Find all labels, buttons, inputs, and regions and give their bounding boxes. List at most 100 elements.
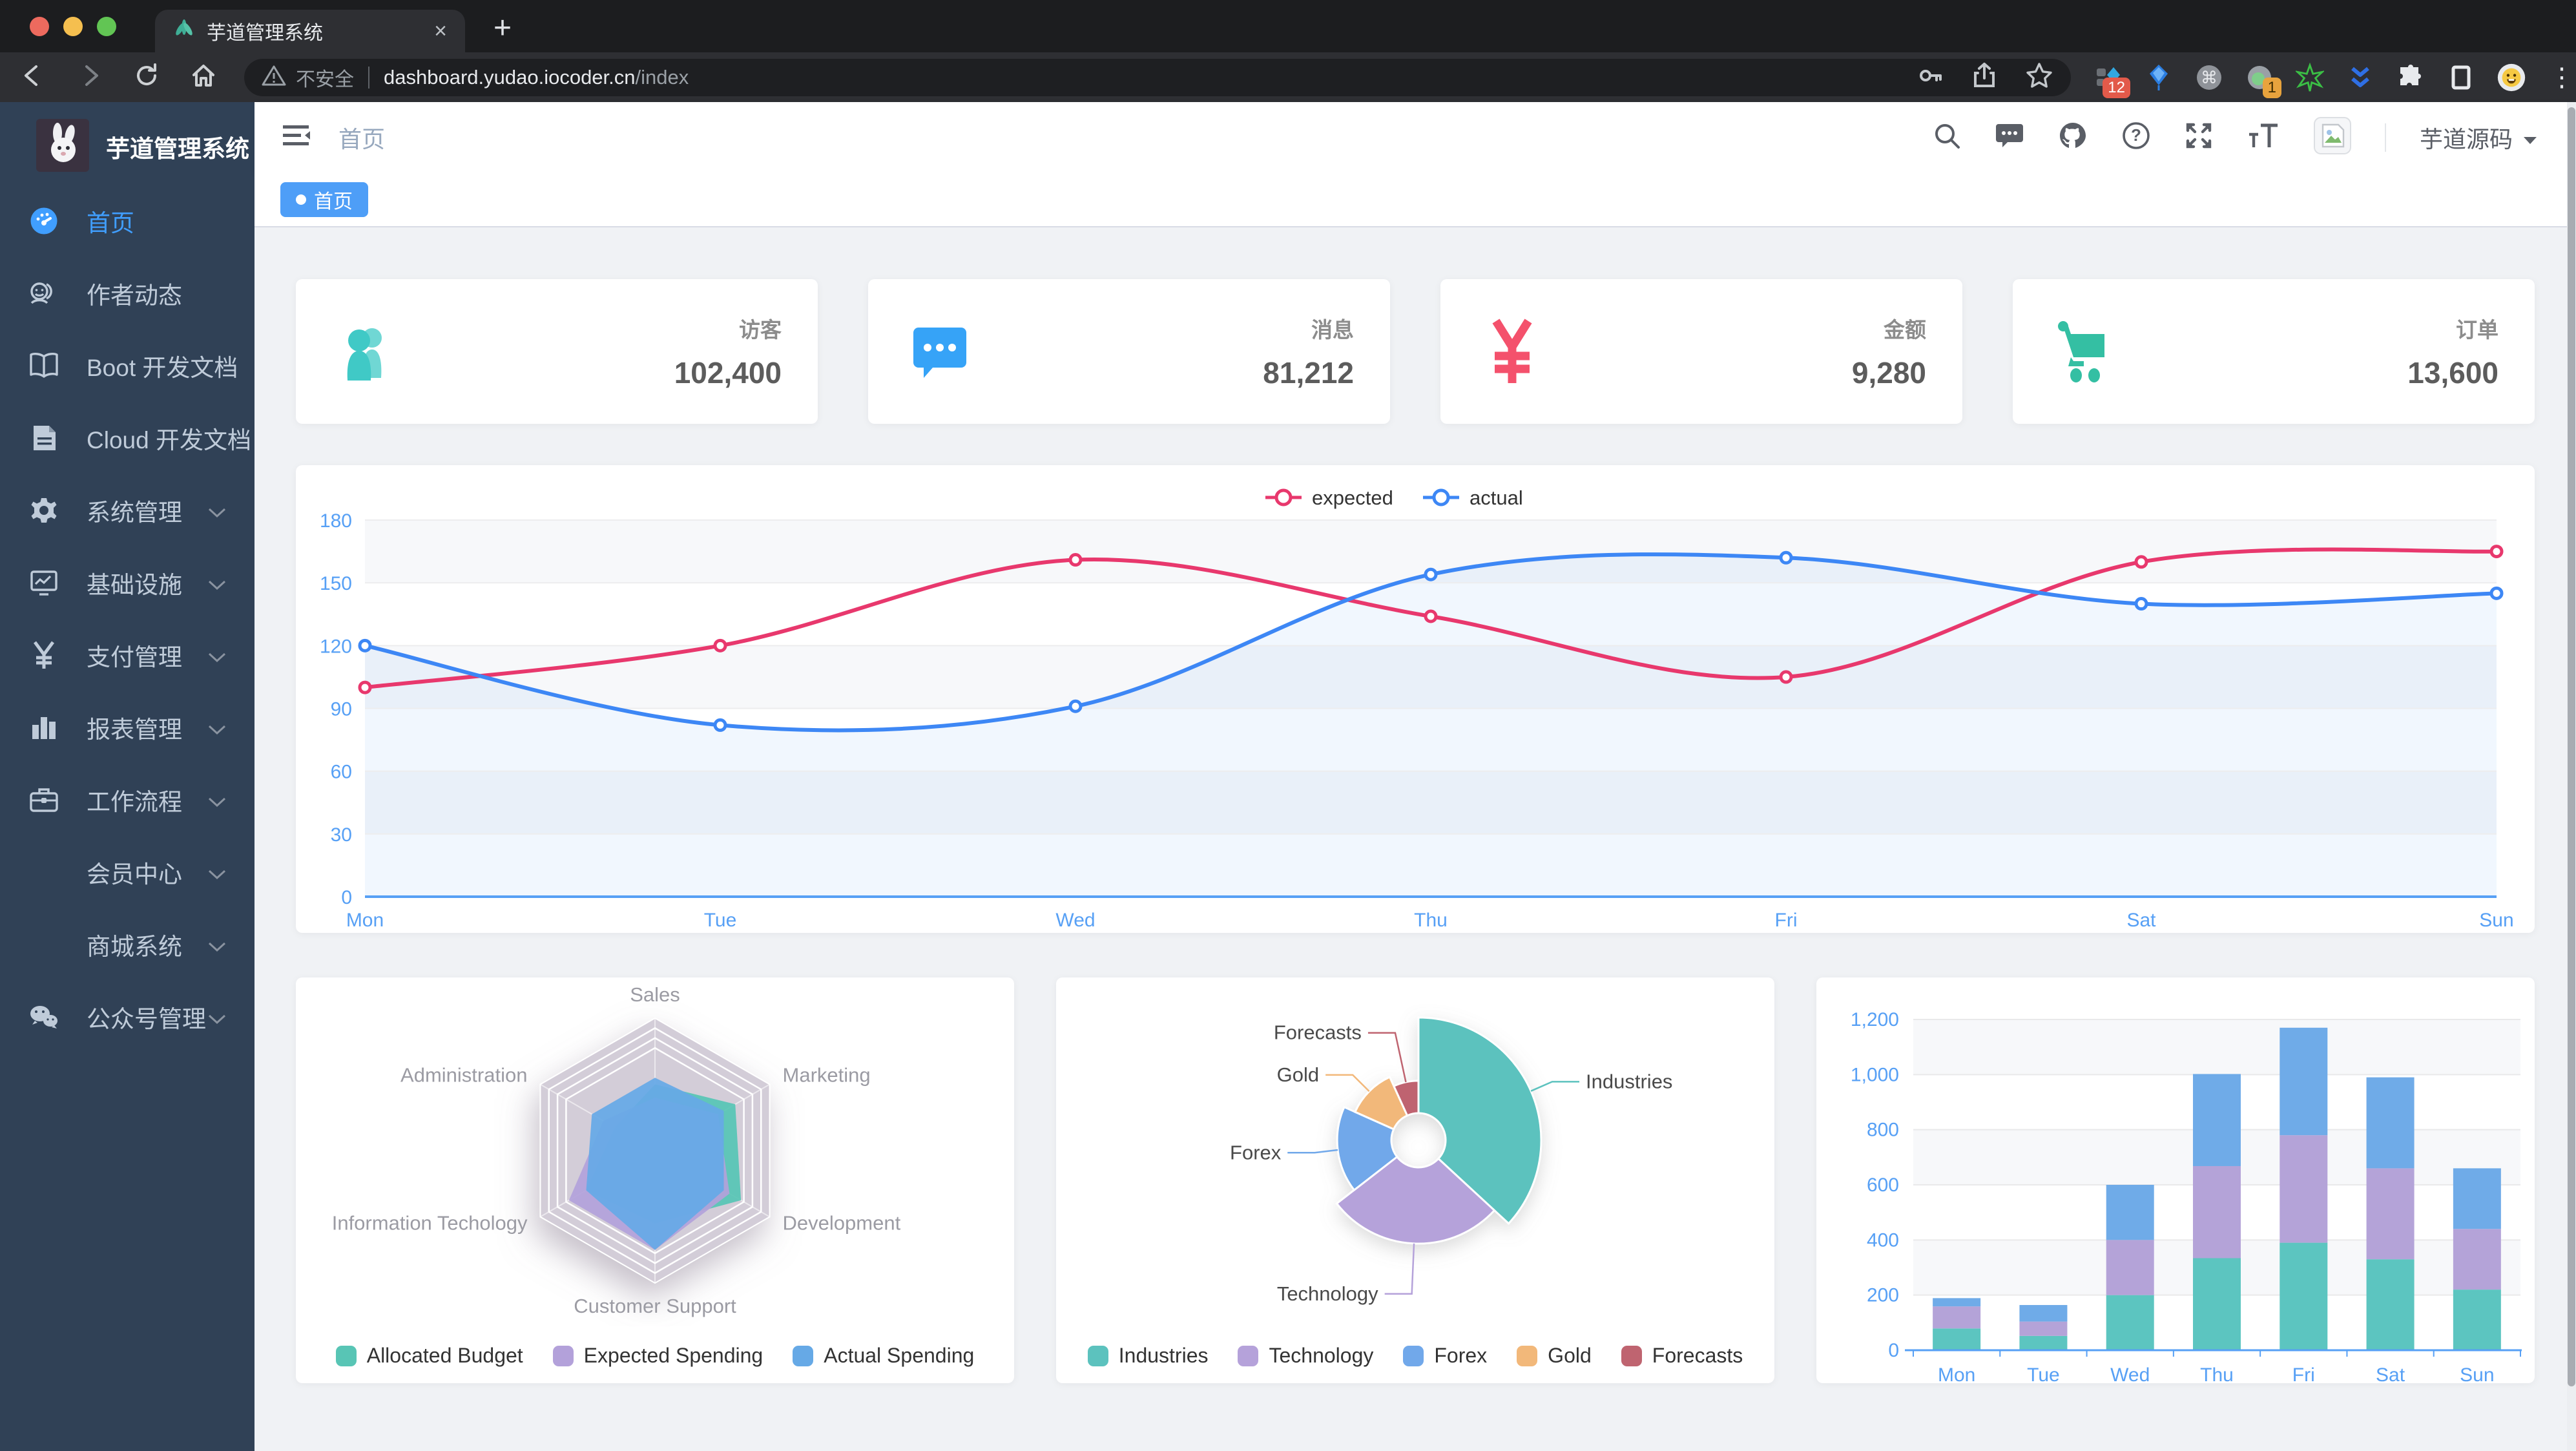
svg-text:Information Techology: Information Techology (332, 1212, 528, 1235)
message-icon[interactable] (1995, 121, 2024, 153)
zoom-window-button[interactable] (97, 16, 116, 36)
svg-text:Tue: Tue (704, 910, 737, 931)
recorder-extension-icon[interactable]: 1 (2245, 63, 2281, 98)
double-chevron-extension-icon[interactable] (2346, 63, 2374, 92)
radar-chart-card: Sales Administration Information Techology… (296, 977, 1014, 1383)
stat-card-amount[interactable]: 金额 9,280 (1440, 279, 1962, 424)
sidebar-item-mall-system[interactable]: 商城系统 (0, 908, 254, 981)
sidebar-menu: 首页 作者动态 Boot 开发文档 Cloud 开发文档 系统管理 (0, 185, 254, 1053)
svg-text:expected: expected (1312, 486, 1393, 509)
messages-bubble-icon (904, 316, 975, 387)
sidebar-item-cloud-docs[interactable]: Cloud 开发文档 (0, 402, 254, 474)
stat-card-visitors[interactable]: 访客 102,400 (296, 279, 818, 424)
sidebar-item-boot-docs[interactable]: Boot 开发文档 (0, 329, 254, 402)
sidebar-item-home[interactable]: 首页 (0, 185, 254, 257)
browser-tab[interactable]: 芋道管理系统 × (155, 10, 465, 52)
app-title: 芋道管理系统 (106, 136, 249, 162)
security-label[interactable]: 不安全 (296, 68, 354, 90)
green-star-extension-icon[interactable] (2296, 62, 2324, 92)
share-icon[interactable] (1970, 61, 1999, 93)
radar-legend: Allocated Budget Expected Spending Actual … (296, 1344, 1014, 1368)
legend-label: Expected Spending (583, 1344, 763, 1367)
chevron-down-icon (208, 1003, 226, 1030)
profile-avatar-icon[interactable] (2497, 63, 2526, 92)
svg-text:1,200: 1,200 (1851, 1009, 1899, 1030)
sidebar-item-author-news[interactable]: 作者动态 (0, 257, 254, 329)
legend-marker (1517, 1345, 1538, 1366)
stat-card-messages[interactable]: 消息 81,212 (868, 279, 1390, 424)
breadcrumb[interactable]: 首页 (338, 125, 386, 152)
github-icon[interactable] (2058, 121, 2088, 154)
legend-marker (335, 1345, 357, 1366)
sidebar-item-member-center[interactable]: 会员中心 (0, 836, 254, 908)
stat-value: 13,600 (2407, 356, 2498, 390)
tab-favicon-plant-icon (173, 19, 195, 44)
legend-item[interactable]: Technology (1238, 1344, 1373, 1368)
sidebar-item-label: 商城系统 (87, 934, 182, 960)
help-icon[interactable]: ? (2121, 121, 2151, 154)
legend-label: Actual Spending (824, 1344, 975, 1367)
sidebar-item-wechat-management[interactable]: 公众号管理 (0, 981, 254, 1053)
chevron-down-icon (208, 931, 226, 958)
reload-icon[interactable] (132, 61, 161, 94)
logo-rabbit-avatar (36, 118, 89, 175)
browser-menu-icon[interactable]: ⋮ (2549, 63, 2575, 92)
extension-icons: 12 ⌘ 1 ⋮ (2094, 62, 2576, 98)
sidebar-item-infrastructure[interactable]: 基础设施 (0, 547, 254, 619)
user-avatar[interactable] (2313, 117, 2351, 158)
address-bar[interactable]: 不安全 dashboard.yudao.iocoder.cn /index (244, 58, 2071, 96)
scrollbar-thumb[interactable] (2568, 107, 2575, 1386)
search-icon[interactable] (1933, 121, 1961, 153)
chevron-down-icon (208, 859, 226, 886)
tab-close-icon[interactable]: × (434, 18, 447, 43)
sidebar-item-label: 报表管理 (87, 716, 182, 743)
legend-item[interactable]: Forecasts (1621, 1344, 1743, 1368)
stat-label: 订单 (2456, 318, 2498, 342)
home-icon[interactable] (189, 61, 218, 94)
sidebar-item-report-management[interactable]: 报表管理 (0, 691, 254, 764)
new-tab-button[interactable]: + (493, 11, 512, 45)
hamburger-icon[interactable] (282, 123, 313, 152)
bookmark-star-icon[interactable] (2024, 61, 2054, 94)
fullscreen-icon[interactable] (2185, 121, 2213, 153)
svg-text:Forecasts: Forecasts (1274, 1021, 1362, 1044)
sidebar-logo[interactable]: 芋道管理系统 (0, 102, 254, 173)
back-icon[interactable] (18, 61, 48, 94)
legend-item[interactable]: Industries (1087, 1344, 1208, 1368)
tampermonkey-extension-icon[interactable]: 12 (2094, 63, 2130, 98)
forward-icon[interactable] (75, 61, 105, 94)
tag-active-dot (296, 194, 306, 205)
legend-item[interactable]: Expected Spending (552, 1344, 763, 1368)
legend-marker (552, 1345, 574, 1366)
sidebar-item-label: 首页 (87, 210, 134, 236)
extensions-puzzle-icon[interactable] (2396, 63, 2425, 92)
sidebar-item-system-management[interactable]: 系统管理 (0, 474, 254, 547)
side-panel-icon[interactable] (2447, 63, 2475, 92)
legend-label: Gold (1548, 1344, 1592, 1367)
no-icon (28, 929, 59, 960)
svg-text:Mon: Mon (1938, 1364, 1975, 1383)
svg-text:Sun: Sun (2460, 1364, 2494, 1383)
page-scrollbar[interactable] (2567, 102, 2576, 1451)
sidebar-item-workflow[interactable]: 工作流程 (0, 764, 254, 836)
sidebar-item-payment-management[interactable]: 支付管理 (0, 619, 254, 691)
tampermonkey-badge: 12 (2103, 77, 2130, 98)
svg-text:600: 600 (1867, 1174, 1899, 1196)
svg-text:Wed: Wed (2110, 1364, 2150, 1383)
legend-item[interactable]: Gold (1517, 1344, 1592, 1368)
legend-item[interactable]: Actual Spending (793, 1344, 974, 1368)
legend-marker (1238, 1345, 1259, 1366)
legend-item[interactable]: Forex (1403, 1344, 1487, 1368)
password-key-icon[interactable] (1916, 61, 1944, 93)
legend-item[interactable]: Allocated Budget (335, 1344, 523, 1368)
user-menu[interactable]: 芋道源码 (2420, 121, 2537, 154)
command-extension-icon[interactable]: ⌘ (2195, 63, 2223, 92)
stat-card-orders[interactable]: 订单 13,600 (2013, 279, 2535, 424)
close-window-button[interactable] (30, 16, 49, 36)
balloon-extension-icon[interactable] (2145, 63, 2173, 92)
font-size-icon[interactable] (2247, 121, 2280, 153)
minimize-window-button[interactable] (63, 16, 83, 36)
tag-home[interactable]: 首页 (280, 182, 368, 217)
username: 芋道源码 (2419, 125, 2513, 152)
svg-text:Tue: Tue (2027, 1364, 2060, 1383)
